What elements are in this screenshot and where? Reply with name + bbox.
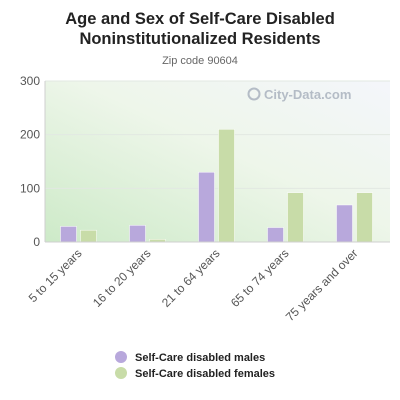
chart-subtitle: Zip code 90604 (162, 55, 238, 67)
bar-females[interactable] (356, 192, 373, 243)
bar-males[interactable] (336, 204, 353, 243)
legend-swatch (115, 351, 127, 363)
x-tick-label: 75 years and over (283, 246, 361, 324)
bar-males[interactable] (198, 171, 215, 243)
bar-males[interactable] (60, 226, 77, 243)
watermark: City-Data.com (247, 87, 351, 102)
legend-label: Self-Care disabled males (135, 352, 265, 364)
y-tick-label: 0 (33, 235, 40, 249)
watermark-text: City-Data.com (264, 87, 351, 102)
legend-label: Self-Care disabled females (135, 368, 275, 380)
y-tick-label: 100 (20, 181, 40, 195)
y-tick-label: 300 (20, 74, 40, 88)
bar-males[interactable] (267, 227, 284, 243)
bar-males[interactable] (129, 225, 146, 243)
y-tick-label: 200 (20, 128, 40, 142)
x-tick-label: 65 to 74 years (228, 246, 292, 310)
x-tick-label: 16 to 20 years (90, 246, 154, 310)
x-tick-label: 5 to 15 years (26, 246, 85, 305)
watermark-icon (247, 87, 261, 101)
gridlines (45, 80, 390, 189)
legend-swatch (115, 367, 127, 379)
x-tick-label: 21 to 64 years (159, 246, 223, 310)
bar-females[interactable] (218, 129, 235, 243)
chart-title: Age and Sex of Self-Care Disabled Noninst… (65, 10, 335, 48)
legend: Self-Care disabled males Self-Care disabl… (115, 351, 275, 380)
bar-females[interactable] (287, 192, 304, 243)
bar-females[interactable] (80, 229, 97, 243)
plot-background (45, 81, 390, 242)
bars (60, 129, 373, 243)
